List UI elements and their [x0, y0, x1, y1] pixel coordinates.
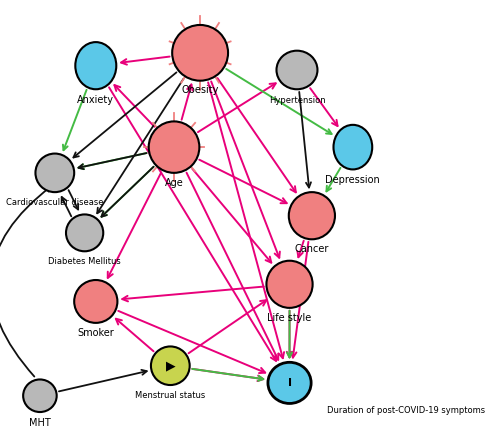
Ellipse shape: [66, 214, 103, 251]
Text: Cancer: Cancer: [294, 244, 329, 254]
Text: Menstrual status: Menstrual status: [135, 391, 205, 400]
Text: Anxiety: Anxiety: [77, 95, 114, 105]
Text: Diabetes Mellitus: Diabetes Mellitus: [48, 257, 121, 266]
Ellipse shape: [35, 154, 74, 192]
Ellipse shape: [334, 125, 372, 169]
Ellipse shape: [148, 121, 199, 173]
Ellipse shape: [276, 51, 318, 89]
Text: Smoker: Smoker: [77, 328, 114, 338]
Text: Obesity: Obesity: [181, 85, 219, 95]
Text: ▶: ▶: [166, 359, 175, 372]
Ellipse shape: [23, 379, 57, 412]
Ellipse shape: [267, 261, 313, 308]
Text: Hypertension: Hypertension: [269, 95, 325, 105]
Text: MHT: MHT: [29, 418, 51, 428]
Ellipse shape: [75, 42, 116, 89]
Text: I: I: [288, 378, 292, 388]
Text: Duration of post-COVID-19 symptoms: Duration of post-COVID-19 symptoms: [327, 407, 485, 415]
Text: Depression: Depression: [325, 175, 380, 185]
Text: Life style: Life style: [268, 312, 312, 323]
Ellipse shape: [172, 25, 228, 81]
Ellipse shape: [289, 192, 335, 239]
Text: Age: Age: [165, 178, 183, 188]
Ellipse shape: [151, 346, 190, 385]
Ellipse shape: [74, 280, 118, 323]
Ellipse shape: [268, 362, 311, 403]
Text: Cardiovascular disease: Cardiovascular disease: [6, 198, 103, 207]
